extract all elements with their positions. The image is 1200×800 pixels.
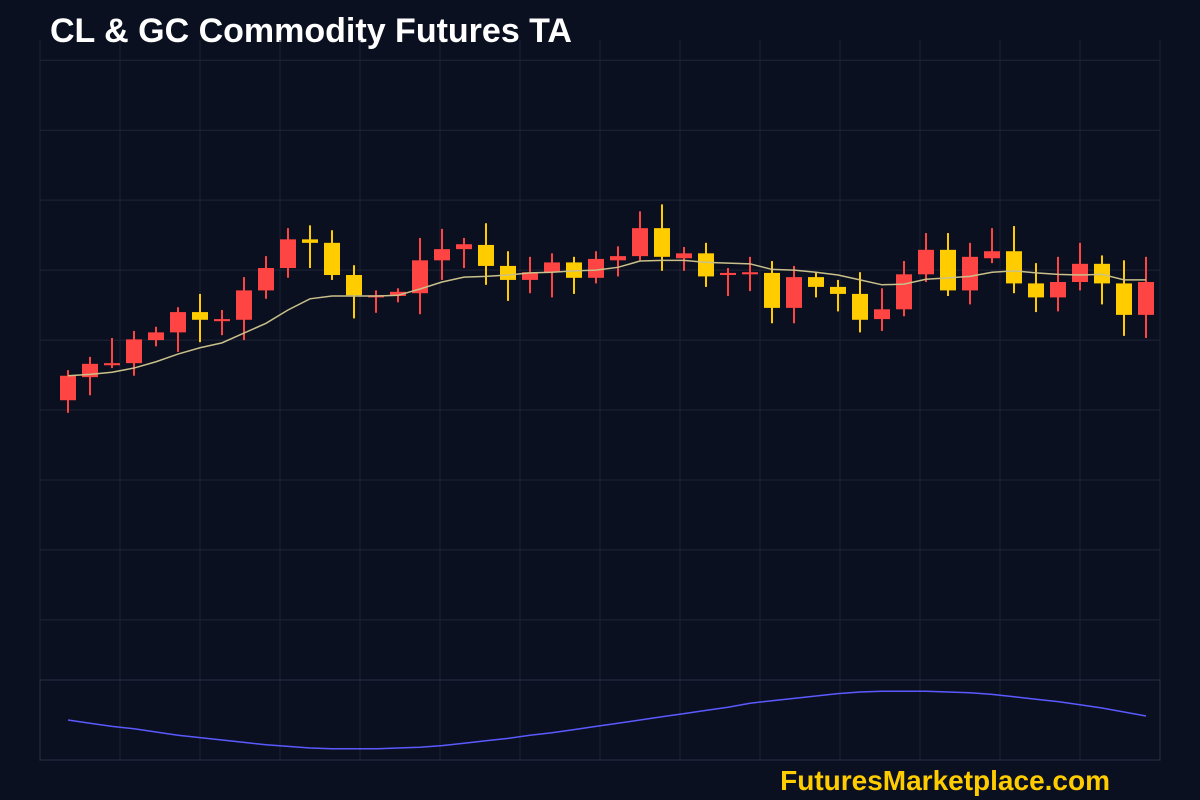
candle-body: [346, 275, 362, 296]
candle-body: [830, 286, 846, 294]
candle-body: [654, 228, 670, 257]
candle-body: [918, 249, 934, 275]
candle-body: [478, 244, 494, 266]
panel-border: [39, 679, 1161, 761]
candle-body: [896, 274, 912, 310]
candle-body: [874, 309, 890, 320]
candle-body: [984, 251, 1000, 259]
candle-body: [544, 262, 560, 273]
chart-title: CL & GC Commodity Futures TA: [50, 12, 572, 50]
candle-body: [852, 293, 868, 320]
candle-body: [126, 339, 142, 364]
candle-body: [720, 272, 736, 276]
candle-body: [632, 228, 648, 257]
footer: FuturesMarketplace.com: [780, 765, 1110, 796]
candle-body: [1028, 283, 1044, 298]
candle-body: [1050, 282, 1066, 298]
candle-body: [60, 375, 76, 401]
candle-body: [302, 239, 318, 243]
candle-body: [324, 242, 340, 276]
candle-body: [1072, 263, 1088, 283]
candle-body: [170, 312, 186, 333]
candle-body: [236, 290, 252, 320]
candle-body: [962, 256, 978, 291]
candle-body: [192, 312, 208, 320]
candle-body: [434, 249, 450, 261]
candle-body: [214, 319, 230, 322]
candle-body: [148, 332, 164, 341]
candle-body: [698, 253, 714, 277]
candle-body: [280, 239, 296, 269]
candle-body: [456, 244, 472, 250]
candle-body: [742, 272, 758, 275]
candle-body: [412, 260, 428, 294]
candle-body: [940, 249, 956, 291]
candle-body: [522, 272, 538, 280]
candle-body: [610, 256, 626, 261]
candle-body: [588, 258, 604, 278]
candle-body: [390, 291, 406, 296]
candle-body: [1006, 251, 1022, 284]
candle-body: [258, 268, 274, 291]
line-series: [67, 690, 1147, 750]
candle-body: [1116, 283, 1132, 315]
line-series: [67, 259, 1146, 377]
candle-body: [676, 253, 692, 259]
candle-body: [786, 277, 802, 308]
candle-body: [808, 277, 824, 287]
candle-body: [104, 363, 120, 366]
candle-body: [500, 265, 516, 280]
candle-body: [1138, 282, 1154, 315]
candle-body: [764, 272, 780, 308]
